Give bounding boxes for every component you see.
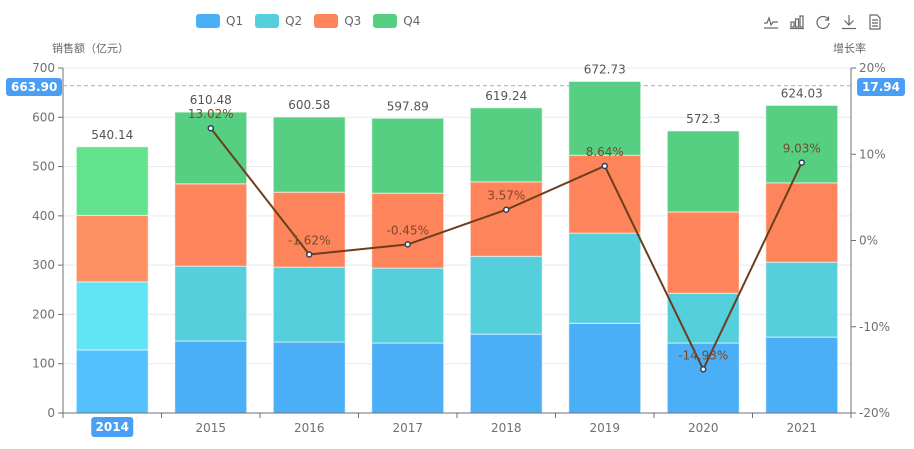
total-label: 540.14: [91, 128, 133, 142]
bar-q1: [469, 333, 543, 414]
legend-swatch-q4: [373, 14, 398, 28]
growth-rate-point: [798, 159, 805, 166]
y-left-tick-label: 400: [32, 209, 55, 223]
bar-q1: [666, 342, 740, 414]
bar-q1: [174, 340, 248, 414]
growth-rate-label: -14.93%: [678, 348, 728, 362]
growth-rate-label: 9.03%: [783, 142, 821, 156]
y-right-tick-label: 0%: [859, 234, 878, 248]
y-right-tick-label: -20%: [859, 406, 890, 420]
data-view-icon[interactable]: [867, 14, 883, 30]
x-tick-label: 2018: [491, 421, 522, 435]
legend-item-q4[interactable]: Q4: [373, 14, 420, 28]
growth-rate-point: [700, 366, 707, 373]
bar-q4: [75, 146, 149, 216]
total-label: 600.58: [288, 98, 330, 112]
total-label: 597.89: [387, 99, 429, 113]
legend-item-q2[interactable]: Q2: [255, 14, 302, 28]
total-label: 619.24: [485, 89, 527, 103]
legend-swatch-q3: [314, 14, 339, 28]
growth-rate-point: [404, 241, 411, 248]
growth-rate-label: 8.64%: [586, 145, 624, 159]
x-tick-label: 2014: [96, 420, 129, 434]
bar-q1: [371, 342, 445, 414]
y-left-tick-label: 700: [32, 61, 55, 75]
x-tick-label: 2019: [589, 421, 620, 435]
total-label: 572.3: [686, 112, 720, 126]
bar-q3: [765, 182, 839, 263]
line-chart-icon[interactable]: [763, 14, 779, 30]
axis-pointer-right-label: 17.94: [857, 78, 905, 96]
bar-q4: [666, 130, 740, 213]
bar-q4: [568, 80, 642, 156]
y-left-axis-name: 销售额（亿元）: [52, 42, 129, 55]
growth-rate-label: 3.57%: [487, 189, 525, 203]
axis-pointer-left-label: 663.90: [6, 78, 63, 96]
y-left-tick-label: 600: [32, 110, 55, 124]
bar-q3: [371, 192, 445, 269]
bar-q4: [272, 116, 346, 193]
bar-chart-icon[interactable]: [789, 14, 805, 30]
y-left-tick-label: 0: [47, 406, 55, 420]
total-label: 624.03: [781, 86, 823, 100]
legend-swatch-q2: [255, 14, 280, 28]
y-left-tick-label: 100: [32, 357, 55, 371]
bar-q1: [568, 322, 642, 414]
legend-swatch-q1: [196, 14, 220, 28]
y-right-axis-name: 增长率: [833, 42, 866, 55]
y-left-tick-label: 500: [32, 160, 55, 174]
toolbox: [763, 14, 883, 30]
bar-q2: [568, 232, 642, 324]
y-right-tick-label: -10%: [859, 320, 890, 334]
legend-label-q2: Q2: [285, 14, 303, 28]
growth-rate-point: [601, 162, 608, 170]
growth-rate-label: 13.02%: [188, 107, 234, 121]
x-tick-label: 2017: [392, 421, 423, 435]
legend-label-q4: Q4: [403, 14, 421, 28]
bar-q3: [666, 211, 740, 294]
bar-q2: [371, 267, 445, 344]
growth-rate-point: [503, 206, 510, 213]
download-icon[interactable]: [841, 14, 857, 30]
bar-q1: [75, 349, 149, 414]
x-tick-label: 2015: [195, 421, 226, 435]
legend: Q1 Q2 Q3 Q4: [196, 14, 420, 28]
legend-item-q1[interactable]: Q1: [196, 14, 243, 28]
x-tick-label: 2016: [294, 421, 325, 435]
bar-q4: [765, 104, 839, 184]
legend-label-q3: Q3: [344, 14, 362, 28]
axis-pointer-x-badge: [91, 417, 134, 437]
bar-q4: [174, 111, 248, 185]
y-left-tick-label: 200: [32, 307, 55, 321]
x-tick-label: 2020: [688, 421, 719, 435]
growth-rate-point: [207, 124, 214, 132]
y-left-tick-label: 300: [32, 258, 55, 272]
total-label: 610.48: [190, 93, 232, 107]
bar-q2: [174, 265, 248, 342]
bar-q1: [272, 341, 346, 414]
y-right-tick-label: 20%: [859, 61, 886, 75]
bar-q1: [765, 336, 839, 414]
bar-q2: [272, 266, 346, 343]
restore-icon[interactable]: [815, 14, 831, 30]
bar-q4: [469, 107, 543, 183]
bar-q2: [75, 281, 149, 351]
legend-label-q1: Q1: [226, 14, 244, 28]
growth-rate-point: [306, 251, 313, 258]
total-label: 672.73: [584, 62, 626, 76]
x-tick-label: 2021: [786, 421, 817, 435]
y-right-tick-label: 10%: [859, 147, 886, 161]
growth-rate-label: -1.62%: [288, 233, 330, 247]
bar-q4: [371, 117, 445, 194]
bar-q3: [174, 183, 248, 267]
growth-rate-label: -0.45%: [387, 223, 429, 237]
bar-q2: [469, 255, 543, 335]
bar-q3: [75, 214, 149, 283]
bar-q2: [765, 261, 839, 338]
legend-item-q3[interactable]: Q3: [314, 14, 361, 28]
